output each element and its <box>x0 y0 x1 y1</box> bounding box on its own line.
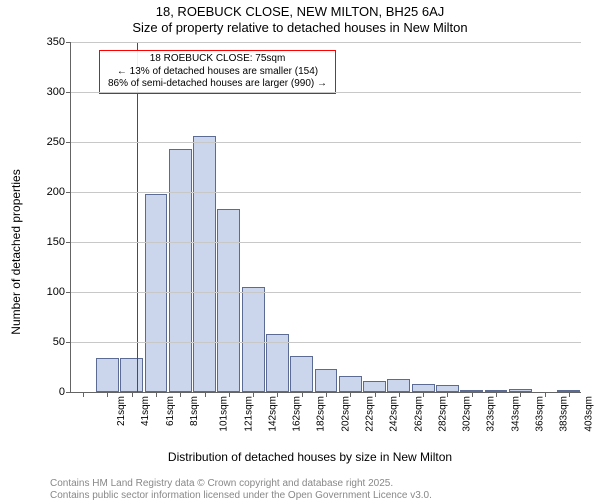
x-tick-label: 302sqm <box>462 396 473 432</box>
footer-attribution: Contains HM Land Registry data © Crown c… <box>50 478 432 502</box>
x-tick-label: 61sqm <box>165 396 176 426</box>
x-tick-mark <box>132 392 133 397</box>
annotation-line-1: 18 ROEBUCK CLOSE: 75sqm <box>108 53 327 66</box>
gridline <box>71 292 581 293</box>
histogram-bar <box>169 149 192 392</box>
histogram-bar <box>96 358 119 392</box>
y-axis-label: Number of detached properties <box>9 169 23 334</box>
chart-title-sub: Size of property relative to detached ho… <box>0 20 600 35</box>
y-tick-label: 250 <box>47 136 71 148</box>
x-tick-label: 121sqm <box>243 396 254 432</box>
y-tick-label: 50 <box>53 336 71 348</box>
x-tick-label: 41sqm <box>140 396 151 426</box>
x-tick-label: 343sqm <box>510 396 521 432</box>
gridline <box>71 342 581 343</box>
footer-line-2: Contains public sector information licen… <box>50 490 432 502</box>
x-tick-label: 142sqm <box>267 396 278 432</box>
x-tick-label: 81sqm <box>189 396 200 426</box>
x-tick-label: 242sqm <box>389 396 400 432</box>
annotation-line-3: 86% of semi-detached houses are larger (… <box>108 78 327 91</box>
gridline <box>71 92 581 93</box>
histogram-bar <box>363 381 386 392</box>
histogram-bar <box>436 385 459 392</box>
x-tick-mark <box>156 392 157 397</box>
x-tick-label: 182sqm <box>316 396 327 432</box>
x-tick-label: 363sqm <box>535 396 546 432</box>
x-axis-label: Distribution of detached houses by size … <box>168 450 452 464</box>
plot-area: 18 ROEBUCK CLOSE: 75sqm ← 13% of detache… <box>70 42 581 393</box>
histogram-bar <box>242 287 265 392</box>
x-tick-mark <box>423 392 424 397</box>
gridline <box>71 242 581 243</box>
histogram-bar <box>120 358 143 392</box>
x-tick-mark <box>83 392 84 397</box>
chart-container: Number of detached properties 18 ROEBUCK… <box>30 42 590 462</box>
annotation-box: 18 ROEBUCK CLOSE: 75sqm ← 13% of detache… <box>99 50 336 94</box>
gridline <box>71 142 581 143</box>
y-tick-label: 350 <box>47 36 71 48</box>
x-tick-mark <box>180 392 181 397</box>
x-tick-mark <box>545 392 546 397</box>
x-tick-mark <box>302 392 303 397</box>
x-tick-label: 323sqm <box>486 396 497 432</box>
x-tick-label: 282sqm <box>437 396 448 432</box>
x-tick-mark <box>375 392 376 397</box>
x-tick-mark <box>496 392 497 397</box>
x-tick-label: 101sqm <box>219 396 230 432</box>
histogram-bar <box>315 369 338 392</box>
x-tick-mark <box>447 392 448 397</box>
y-tick-label: 300 <box>47 86 71 98</box>
x-tick-mark <box>399 392 400 397</box>
y-tick-label: 150 <box>47 236 71 248</box>
x-tick-label: 403sqm <box>583 396 594 432</box>
histogram-bar <box>217 209 240 392</box>
x-tick-label: 202sqm <box>340 396 351 432</box>
y-tick-label: 100 <box>47 286 71 298</box>
gridline <box>71 192 581 193</box>
footer-line-1: Contains HM Land Registry data © Crown c… <box>50 478 432 490</box>
x-tick-label: 21sqm <box>116 396 127 426</box>
x-tick-label: 383sqm <box>559 396 570 432</box>
x-tick-mark <box>205 392 206 397</box>
chart-title-main: 18, ROEBUCK CLOSE, NEW MILTON, BH25 6AJ <box>0 4 600 19</box>
x-tick-mark <box>277 392 278 397</box>
histogram-bar <box>193 136 216 392</box>
histogram-bar <box>387 379 410 392</box>
x-tick-mark <box>253 392 254 397</box>
x-tick-mark <box>326 392 327 397</box>
gridline <box>71 42 581 43</box>
x-tick-mark <box>107 392 108 397</box>
x-tick-label: 162sqm <box>292 396 303 432</box>
histogram-bar <box>145 194 168 392</box>
x-tick-mark <box>229 392 230 397</box>
x-tick-label: 262sqm <box>413 396 424 432</box>
annotation-line-2: ← 13% of detached houses are smaller (15… <box>108 66 327 79</box>
histogram-bar <box>412 384 435 392</box>
histogram-bar <box>290 356 313 392</box>
y-tick-label: 0 <box>59 386 71 398</box>
x-tick-mark <box>350 392 351 397</box>
histogram-bar <box>339 376 362 392</box>
x-tick-mark <box>569 392 570 397</box>
y-tick-label: 200 <box>47 186 71 198</box>
x-tick-label: 222sqm <box>365 396 376 432</box>
x-tick-mark <box>520 392 521 397</box>
x-tick-mark <box>472 392 473 397</box>
bars-layer <box>71 42 581 392</box>
property-marker-line <box>137 42 139 392</box>
